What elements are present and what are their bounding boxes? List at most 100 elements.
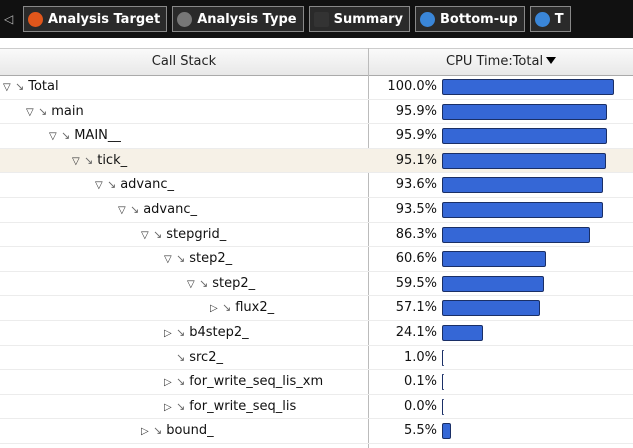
function-name: MAIN__ bbox=[74, 128, 121, 144]
tab-label: Analysis Type bbox=[197, 11, 297, 27]
function-name: for_write_seq_lis bbox=[189, 398, 297, 414]
tree-row[interactable]: ▷ ↘ for_write_seq_lis 0.0% bbox=[0, 395, 633, 420]
expander[interactable]: ▷ bbox=[164, 401, 172, 413]
tree-row[interactable]: ▷ ↘ for_write_seq_lis_xm 0.1% bbox=[0, 370, 633, 395]
call-icon: ↘ bbox=[107, 178, 117, 192]
call-stack-cell: ↘ src2_ bbox=[164, 346, 223, 370]
cpu-time-label: 24.1% bbox=[395, 325, 437, 340]
column-title: Call Stack bbox=[151, 54, 217, 69]
expander[interactable]: ▷ bbox=[210, 303, 218, 315]
tree-row[interactable]: ▽ ↘ advanc_ 93.6% bbox=[0, 173, 633, 198]
call-stack-cell: ▷ ↘ b4step2_ bbox=[164, 321, 249, 346]
cpu-time-bar bbox=[442, 325, 484, 341]
function-name: step2_ bbox=[189, 251, 233, 267]
cpu-time-label: 57.1% bbox=[395, 300, 437, 316]
tab-icon bbox=[28, 11, 43, 27]
call-stack-cell: ▽ ↘ Total bbox=[3, 75, 59, 100]
tree-row[interactable]: ▷ ↘ bound_ 5.5% bbox=[0, 419, 633, 444]
cpu-time-label: 93.5% bbox=[395, 202, 437, 217]
function-name: tick_ bbox=[97, 152, 128, 168]
function-name: b4step2_ bbox=[189, 325, 249, 340]
call-stack-cell: ▽ ↘ MAIN__ bbox=[49, 124, 121, 149]
call-stack-cell: ▽ ↘ advanc_ bbox=[118, 198, 197, 223]
column-title: CPU Time:Total bbox=[445, 54, 544, 69]
tree-row[interactable]: ▽ ↘ MAIN__ 95.9% bbox=[0, 124, 633, 149]
tab-icon bbox=[313, 11, 329, 27]
cpu-time-bar bbox=[442, 103, 607, 120]
tree-row[interactable]: ↘ src2_ 1.0% bbox=[0, 346, 633, 371]
tree-row[interactable]: ▷ ↘ flux2_ 57.1% bbox=[0, 296, 633, 321]
call-stack-cell: ▽ ↘ tick_ bbox=[72, 149, 127, 174]
tab[interactable]: Analysis Target bbox=[23, 6, 168, 32]
cpu-time-bar bbox=[442, 79, 614, 95]
call-icon: ↘ bbox=[199, 276, 209, 290]
call-stack-cell: ▽ ↘ advanc_ bbox=[95, 173, 174, 198]
function-name: flux2_ bbox=[235, 300, 275, 316]
tree-row[interactable]: ▽ ↘ stepgrid_ 86.3% bbox=[0, 223, 633, 248]
sort-icon bbox=[546, 57, 557, 64]
cpu-time-label: 0.0% bbox=[403, 398, 437, 414]
function-name: bound_ bbox=[166, 423, 214, 439]
tab[interactable]: T bbox=[529, 6, 571, 32]
call-icon: ↘ bbox=[38, 104, 48, 118]
expander[interactable]: ▽ bbox=[95, 180, 103, 192]
cpu-time-label: 95.9% bbox=[395, 128, 437, 144]
tree-row[interactable]: ▽ ↘ tick_ 95.1% bbox=[0, 148, 633, 174]
tab[interactable]: Summary bbox=[308, 6, 410, 32]
cpu-time-bar bbox=[442, 398, 444, 415]
call-icon: ↘ bbox=[222, 301, 232, 315]
tree-row[interactable]: ▷ ↘ b4step2_ 24.1% bbox=[0, 321, 633, 346]
cpu-time-bar bbox=[442, 152, 606, 169]
tab[interactable]: Bottom-up bbox=[414, 6, 525, 32]
expander[interactable]: ▷ bbox=[164, 328, 172, 339]
expander[interactable]: ▽ bbox=[72, 155, 80, 167]
expander[interactable]: ▷ bbox=[141, 426, 149, 438]
function-name: advanc_ bbox=[143, 202, 197, 217]
function-name: advanc_ bbox=[120, 177, 174, 193]
expander[interactable]: ▽ bbox=[118, 205, 126, 216]
tree-row[interactable]: ▽ ↘ advanc_ 93.5% bbox=[0, 198, 633, 223]
cpu-time-label: 93.6% bbox=[395, 177, 437, 193]
tab-bar: ◁ Analysis Target Analysis Type Summary Bot… bbox=[0, 0, 633, 38]
cpu-time-bar bbox=[442, 128, 607, 145]
column-divider bbox=[368, 48, 369, 448]
call-icon: ↘ bbox=[84, 153, 94, 167]
tree-row[interactable]: ▽ ↘ step2_ 60.6% bbox=[0, 247, 633, 272]
call-icon: ↘ bbox=[176, 326, 186, 339]
call-stack-cell: ▽ ↘ main bbox=[26, 100, 84, 125]
call-stack-cell: ▷ ↘ bound_ bbox=[141, 419, 214, 444]
cpu-time-bar bbox=[442, 300, 541, 317]
tree-row[interactable]: ▽ ↘ Total 100.0% bbox=[0, 75, 633, 100]
call-icon: ↘ bbox=[176, 252, 186, 266]
cpu-time-bar bbox=[442, 423, 452, 440]
scroll-left[interactable]: ◁ bbox=[4, 12, 14, 26]
column-header[interactable]: CPU Time:Total bbox=[369, 49, 633, 75]
call-stack-cell: ▷ ↘ for_write_seq_lis_xm bbox=[164, 370, 323, 395]
call-stack-cell: ▷ ↘ flux2_ bbox=[210, 296, 274, 321]
tree-row[interactable]: ▽ ↘ step2_ 59.5% bbox=[0, 272, 633, 297]
call-stack-cell: ▽ ↘ step2_ bbox=[164, 247, 232, 272]
call-icon: ↘ bbox=[176, 399, 186, 413]
call-stack-cell: ▽ ↘ stepgrid_ bbox=[141, 223, 226, 248]
cpu-time-label: 86.3% bbox=[395, 226, 437, 242]
column-header[interactable]: Call Stack bbox=[0, 49, 368, 75]
function-name: src2_ bbox=[189, 349, 223, 365]
expander[interactable]: ▽ bbox=[164, 254, 172, 266]
call-icon: ↘ bbox=[176, 350, 186, 364]
tab-label: Summary bbox=[333, 11, 403, 27]
expander[interactable]: ▽ bbox=[141, 229, 149, 241]
expander[interactable]: ▽ bbox=[26, 106, 34, 118]
expander[interactable]: ▽ bbox=[187, 278, 195, 290]
tab[interactable]: Analysis Type bbox=[172, 6, 304, 32]
call-icon: ↘ bbox=[130, 203, 140, 216]
call-stack-cell: ▷ ↘ for_write_seq_lis bbox=[164, 395, 296, 420]
expander[interactable]: ▽ bbox=[3, 82, 11, 93]
cpu-time-bar bbox=[442, 374, 444, 391]
expander[interactable]: ▽ bbox=[49, 131, 57, 143]
tree-row[interactable]: ▽ ↘ main 95.9% bbox=[0, 100, 633, 125]
tab-icon bbox=[534, 11, 550, 27]
cpu-time-bar bbox=[442, 275, 545, 292]
cpu-time-label: 60.6% bbox=[395, 251, 437, 267]
expander[interactable]: ▷ bbox=[164, 377, 172, 389]
